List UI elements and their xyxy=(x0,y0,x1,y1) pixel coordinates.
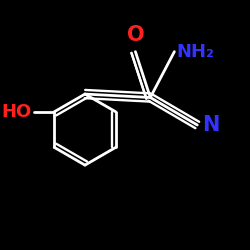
Text: O: O xyxy=(126,25,144,45)
Text: N: N xyxy=(202,115,219,135)
Text: NH₂: NH₂ xyxy=(177,43,214,61)
Text: HO: HO xyxy=(1,103,31,121)
